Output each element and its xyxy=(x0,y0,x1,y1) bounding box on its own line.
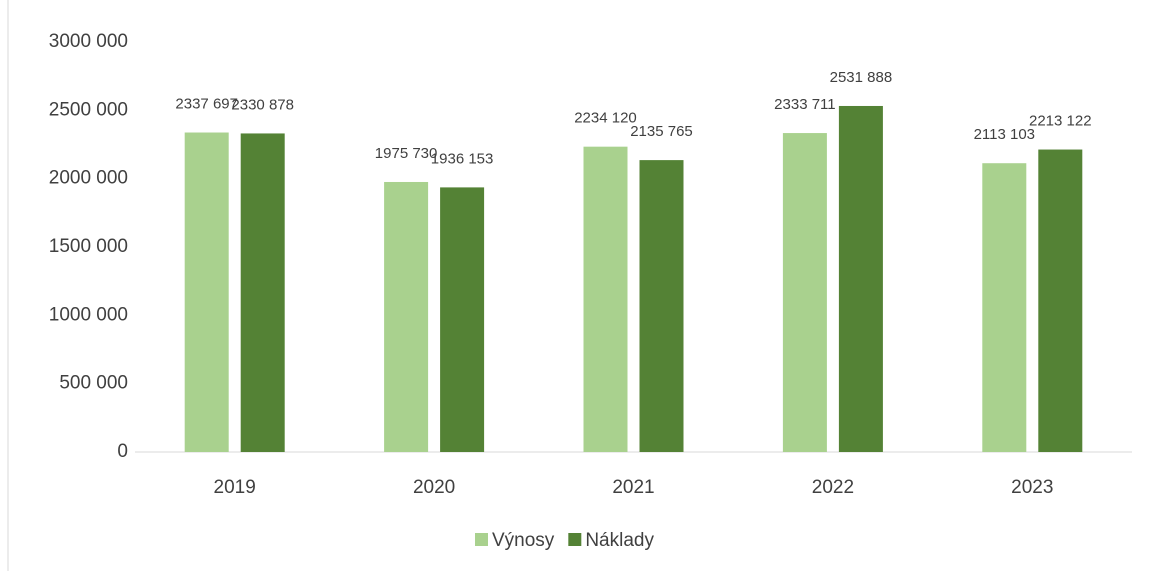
bar xyxy=(639,160,684,452)
x-tick-label: 2020 xyxy=(413,477,455,498)
value-label: 2135 765 xyxy=(630,123,693,140)
y-tick-label: 2500 000 xyxy=(49,99,128,120)
bar xyxy=(583,146,628,452)
x-tick-label: 2023 xyxy=(1011,477,1053,498)
value-label: 2234 120 xyxy=(574,110,637,127)
bar xyxy=(782,133,827,452)
value-label: 2330 878 xyxy=(231,96,294,113)
bar xyxy=(1038,149,1083,453)
bar xyxy=(240,133,285,453)
value-label: 2531 888 xyxy=(830,69,893,86)
value-label: 1975 730 xyxy=(375,145,438,162)
x-tick-label: 2021 xyxy=(612,477,654,498)
bar xyxy=(384,181,429,452)
value-label: 2337 697 xyxy=(175,95,238,112)
value-label: 1936 153 xyxy=(431,150,494,167)
y-tick-label: 500 000 xyxy=(59,373,128,394)
value-label: 2333 711 xyxy=(774,96,835,113)
x-tick-label: 2019 xyxy=(214,477,256,498)
y-tick-label: 3000 000 xyxy=(49,31,128,52)
y-tick-label: 1500 000 xyxy=(49,236,128,257)
bar xyxy=(982,163,1027,452)
y-tick-label: 1000 000 xyxy=(49,304,128,325)
y-tick-label: 0 xyxy=(117,441,128,462)
legend-label: Výnosy xyxy=(492,530,555,551)
legend-label: Náklady xyxy=(585,530,654,551)
bar xyxy=(184,132,229,452)
value-label: 2113 103 xyxy=(974,126,1035,143)
x-tick-label: 2022 xyxy=(812,477,854,498)
y-tick-label: 2000 000 xyxy=(49,168,128,189)
chart-frame xyxy=(7,0,9,571)
legend-swatch xyxy=(568,533,582,546)
bar xyxy=(440,187,485,452)
bar xyxy=(838,105,883,452)
legend-swatch xyxy=(475,533,488,546)
value-label: 2213 122 xyxy=(1029,113,1092,130)
